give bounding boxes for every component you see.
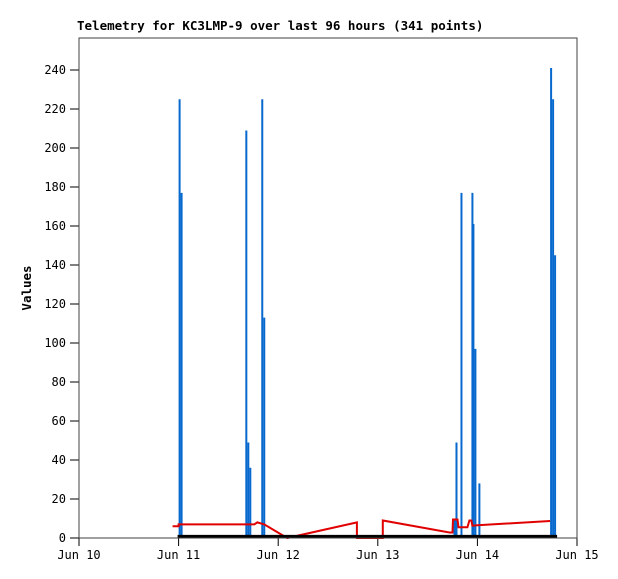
y-tick-label: 220 <box>44 102 66 116</box>
y-tick-label: 80 <box>52 375 66 389</box>
y-tick-label: 120 <box>44 297 66 311</box>
chart-layers: 0 20 40 60 80 100 120 140 160 180 200 220 240 Jun 10 J… <box>44 63 598 562</box>
y-tick-label: 240 <box>44 63 66 77</box>
x-tick-label: Jun 11 <box>157 548 200 562</box>
y-tick-label: 20 <box>52 492 66 506</box>
x-tick-label: Jun 15 <box>555 548 598 562</box>
y-tick-label: 0 <box>59 531 66 545</box>
y-tick-label: 100 <box>44 336 66 350</box>
y-tick-label: 40 <box>52 453 66 467</box>
x-tick-label: Jun 13 <box>356 548 399 562</box>
y-tick-label: 180 <box>44 180 66 194</box>
plot-border <box>78 37 578 539</box>
telemetry-line <box>172 518 551 540</box>
y-tick-label: 160 <box>44 219 66 233</box>
chart-title: Telemetry for KC3LMP-9 over last 96 hour… <box>77 18 483 33</box>
y-tick-label: 140 <box>44 258 66 272</box>
y-tick-label: 200 <box>44 141 66 155</box>
y-axis-label: Values <box>19 265 34 310</box>
x-tick-label: Jun 12 <box>257 548 300 562</box>
x-tick-label: Jun 10 <box>57 548 100 562</box>
y-tick-label: 60 <box>52 414 66 428</box>
x-tick-label: Jun 14 <box>456 548 499 562</box>
